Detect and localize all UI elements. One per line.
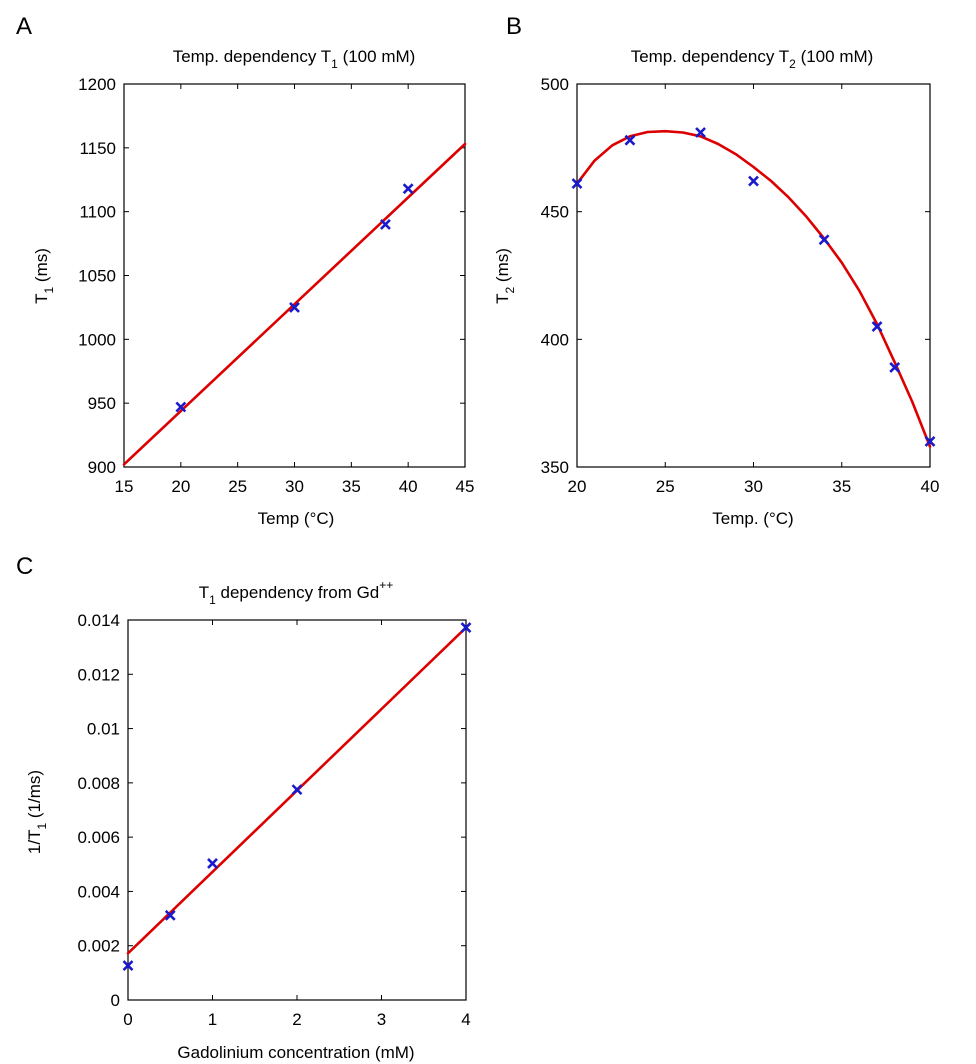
chart-title-b: Temp. dependency T2 (100 mM) [631,47,874,71]
x-axis-label-a: Temp (°C) [258,509,335,528]
data-point-c [164,909,176,921]
panel-letter-a: A [16,13,32,40]
chart-title-c: T1 dependency from Gd++ [199,578,394,607]
y-tick-label-b: 500 [541,75,569,94]
x-tick-label-b: 30 [744,477,763,496]
y-tick-label-c: 0.004 [77,882,120,901]
y-tick-label-a: 1000 [78,330,116,349]
y-tick-label-c: 0.008 [77,774,120,793]
panel-a: A Temp. dependency T1 (100 mM) Temp (°C)… [16,13,474,528]
x-tick-label-b: 40 [921,477,940,496]
data-point-b [571,178,583,189]
axes-box-a [123,83,466,468]
y-axis-label-c: 1/T1 (1/ms) [25,770,49,854]
x-tick-label-a: 25 [228,477,247,496]
data-point-a [289,301,300,313]
data-point-b [624,134,636,146]
x-tick-label-c: 4 [461,1010,470,1029]
panel-b: B Temp. dependency T2 (100 mM) Temp. (°C… [493,13,939,528]
data-point-b [871,321,883,332]
data-point-a [402,183,414,195]
data-point-a [380,219,391,230]
y-tick-label-c: 0.002 [77,937,120,956]
fit-line-b [575,129,932,448]
y-tick-label-c: 0.014 [77,611,120,630]
data-point-c [207,858,218,869]
x-tick-label-b: 20 [568,477,587,496]
x-axis-label-b: Temp. (°C) [712,509,793,528]
y-tick-label-b: 400 [541,330,569,349]
data-point-b [695,127,706,138]
y-tick-label-c: 0 [111,991,120,1010]
x-tick-label-a: 35 [342,477,361,496]
y-tick-label-b: 450 [541,203,569,222]
y-axis-label-b: T2 (ms) [493,248,517,304]
data-point-b [889,362,901,373]
y-tick-label-a: 900 [88,458,116,477]
y-tick-label-a: 1050 [78,267,116,286]
x-axis-label-c: Gadolinium concentration (mM) [177,1043,414,1062]
y-tick-label-c: 0.006 [77,828,120,847]
x-tick-label-b: 35 [832,477,851,496]
y-tick-label-b: 350 [541,458,569,477]
fit-line-a [122,142,467,466]
data-point-b [924,436,936,447]
x-tick-label-c: 2 [292,1010,301,1029]
panel-c: C T1 dependency from Gd++ Gadolinium con… [16,553,472,1062]
x-tick-label-c: 0 [123,1010,132,1029]
chart-title-a: Temp. dependency T1 (100 mM) [173,47,416,71]
x-tick-label-b: 25 [656,477,675,496]
x-tick-label-c: 3 [377,1010,386,1029]
y-tick-label-a: 1200 [78,75,116,94]
x-tick-label-c: 1 [208,1010,217,1029]
x-tick-label-a: 40 [399,477,418,496]
data-point-b [748,175,759,187]
y-axis-label-a: T1 (ms) [32,248,56,304]
data-point-a [175,401,187,413]
x-tick-label-a: 45 [456,477,475,496]
y-tick-label-a: 950 [88,394,116,413]
y-tick-label-a: 1150 [79,139,116,158]
data-point-c [122,960,134,971]
data-point-b [818,234,830,246]
y-tick-label-c: 0.01 [87,720,120,739]
panel-letter-c: C [16,553,33,580]
x-tick-label-a: 20 [171,477,190,496]
x-tick-label-a: 30 [285,477,304,496]
y-tick-label-a: 1100 [79,203,116,222]
panel-letter-b: B [506,13,522,40]
y-tick-label-c: 0.012 [77,665,120,684]
data-point-c [460,622,472,634]
x-tick-label-a: 15 [115,477,134,496]
data-point-c [291,784,303,796]
